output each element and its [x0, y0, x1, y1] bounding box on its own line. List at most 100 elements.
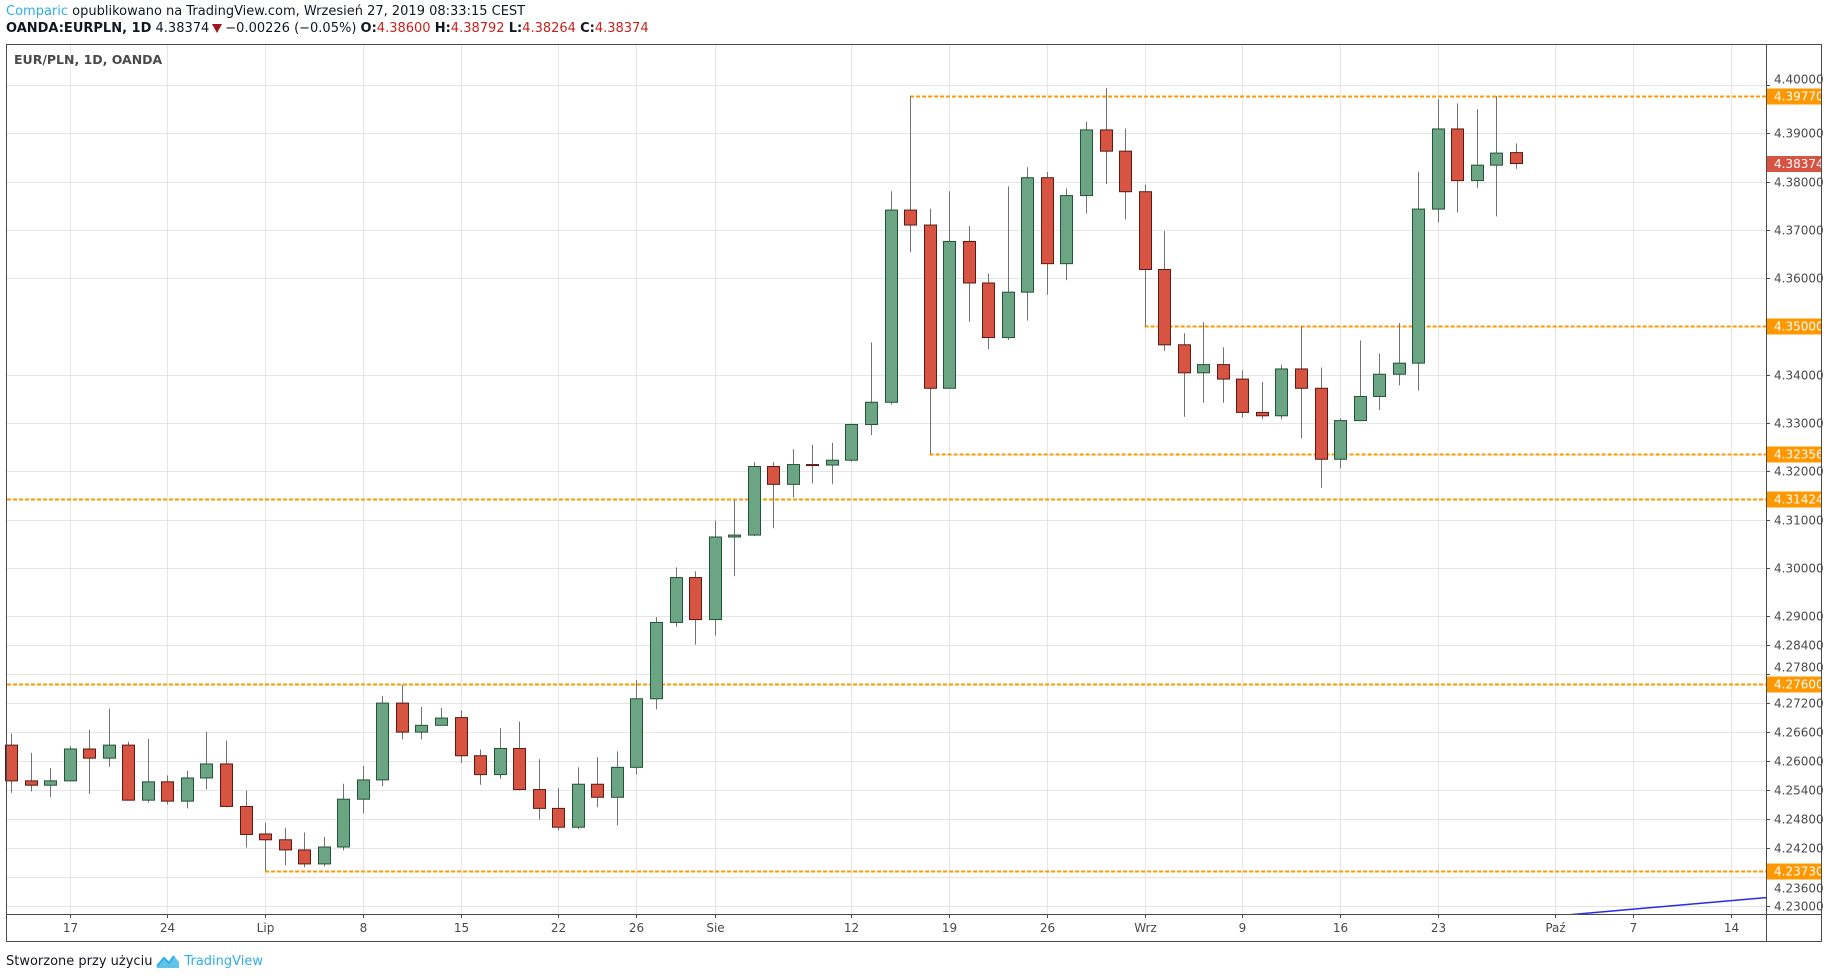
- candle-up[interactable]: [44, 767, 57, 798]
- candle-down[interactable]: [279, 827, 292, 866]
- time-tick-label: 15: [454, 921, 469, 935]
- candle-down[interactable]: [591, 757, 604, 808]
- candle-up[interactable]: [415, 706, 428, 740]
- candle-body: [376, 702, 389, 781]
- candle-up[interactable]: [728, 500, 741, 577]
- candle-up[interactable]: [1354, 340, 1367, 422]
- candle-down[interactable]: [982, 273, 995, 350]
- candle-up[interactable]: [64, 746, 77, 782]
- candle-down[interactable]: [924, 208, 937, 454]
- candle-up[interactable]: [1373, 353, 1386, 410]
- candle-up[interactable]: [826, 442, 839, 484]
- candle-up[interactable]: [337, 783, 350, 851]
- candle-up[interactable]: [1471, 109, 1484, 188]
- price-tick-label: 4.25400: [1774, 784, 1824, 798]
- candle-down[interactable]: [1510, 143, 1523, 169]
- candle-up[interactable]: [943, 191, 956, 389]
- candle-up[interactable]: [1490, 96, 1503, 217]
- candle-body: [415, 724, 428, 733]
- candle-up[interactable]: [103, 708, 116, 767]
- candle-down[interactable]: [806, 444, 819, 484]
- candle-up[interactable]: [435, 707, 448, 726]
- time-axis-bg: [7, 914, 1766, 942]
- candle-up[interactable]: [1393, 323, 1406, 386]
- candle-down[interactable]: [474, 749, 487, 785]
- candle-down[interactable]: [1100, 87, 1113, 184]
- candle-up[interactable]: [748, 462, 761, 537]
- candle-up[interactable]: [611, 751, 624, 826]
- candle-up[interactable]: [1432, 99, 1445, 223]
- candle-down[interactable]: [259, 822, 272, 871]
- price-axis[interactable]: 4.40000 4.39000 4.38000 4.37000 4.36000 4.340…: [1766, 73, 1824, 914]
- candle-body: [1119, 150, 1132, 193]
- level-tag-label: 4.39770: [1774, 90, 1824, 104]
- candle-up[interactable]: [670, 567, 683, 627]
- candle-down[interactable]: [298, 832, 311, 868]
- level-tag-label: 4.27600: [1774, 678, 1824, 692]
- candle-up[interactable]: [318, 836, 331, 867]
- candle-up[interactable]: [885, 191, 898, 405]
- candle-body: [982, 282, 995, 339]
- candle-up[interactable]: [1197, 322, 1210, 403]
- candle-down[interactable]: [1451, 103, 1464, 213]
- candle-up[interactable]: [494, 728, 507, 779]
- tradingview-link[interactable]: TradingView: [184, 953, 263, 969]
- candle-up[interactable]: [357, 765, 370, 814]
- candle-up[interactable]: [709, 520, 722, 636]
- candle-up[interactable]: [142, 738, 155, 803]
- candle-down[interactable]: [396, 684, 409, 740]
- candle-body: [943, 240, 956, 389]
- candle-up[interactable]: [1275, 364, 1288, 420]
- candle-down[interactable]: [904, 96, 917, 253]
- candle-up[interactable]: [572, 767, 585, 830]
- candle-down[interactable]: [689, 571, 702, 645]
- author-link[interactable]: Comparic: [6, 4, 69, 19]
- candle-down[interactable]: [1139, 184, 1152, 327]
- candle-down[interactable]: [552, 788, 565, 831]
- candle-down[interactable]: [240, 790, 253, 848]
- candle-up[interactable]: [376, 695, 389, 787]
- candle-up[interactable]: [630, 679, 643, 775]
- candle-down[interactable]: [83, 729, 96, 794]
- candle-down[interactable]: [1217, 347, 1230, 403]
- candle-down[interactable]: [1178, 333, 1191, 417]
- candle-down[interactable]: [1295, 326, 1308, 439]
- candle-down[interactable]: [455, 710, 468, 763]
- candle-down[interactable]: [122, 741, 135, 801]
- candle-down[interactable]: [767, 462, 780, 529]
- candle-down[interactable]: [533, 759, 546, 820]
- candle-down[interactable]: [5, 733, 18, 793]
- candle-up[interactable]: [1412, 171, 1425, 391]
- candle-up[interactable]: [1060, 188, 1073, 281]
- candle-up[interactable]: [200, 731, 213, 790]
- time-tick-label: 22: [551, 921, 566, 935]
- level-tag-label: 4.23730: [1774, 865, 1824, 879]
- time-axis[interactable]: 17 24 Lip 8 15 22 26 Sie 12 19 26 Wrz 9 16 23 Paź 7 14: [63, 914, 1739, 935]
- close-value: 4.38374: [594, 21, 649, 36]
- candle-up[interactable]: [787, 449, 800, 498]
- candle-down[interactable]: [1158, 230, 1171, 352]
- candle-down[interactable]: [963, 226, 976, 322]
- candle-down[interactable]: [161, 775, 174, 805]
- candle-down[interactable]: [1236, 370, 1249, 418]
- price-tick-label: 4.40000: [1774, 73, 1824, 87]
- candle-down[interactable]: [25, 752, 38, 792]
- candle-down[interactable]: [1315, 367, 1328, 488]
- candle-up[interactable]: [181, 770, 194, 809]
- candle-up[interactable]: [865, 342, 878, 436]
- candle-up[interactable]: [1080, 121, 1093, 214]
- candle-down[interactable]: [1041, 171, 1054, 295]
- candle-up[interactable]: [845, 423, 858, 462]
- candle-up[interactable]: [1334, 418, 1347, 469]
- candle-down[interactable]: [220, 740, 233, 808]
- candle-up[interactable]: [1002, 186, 1015, 340]
- candle-up[interactable]: [1021, 167, 1034, 321]
- current-price-bg: [1766, 156, 1822, 172]
- candle-down[interactable]: [513, 721, 526, 791]
- candle-down[interactable]: [1119, 128, 1132, 220]
- time-tick-label: 7: [1630, 921, 1638, 935]
- candle-down[interactable]: [1256, 381, 1269, 420]
- candle-body: [83, 748, 96, 759]
- candle-up[interactable]: [650, 617, 663, 710]
